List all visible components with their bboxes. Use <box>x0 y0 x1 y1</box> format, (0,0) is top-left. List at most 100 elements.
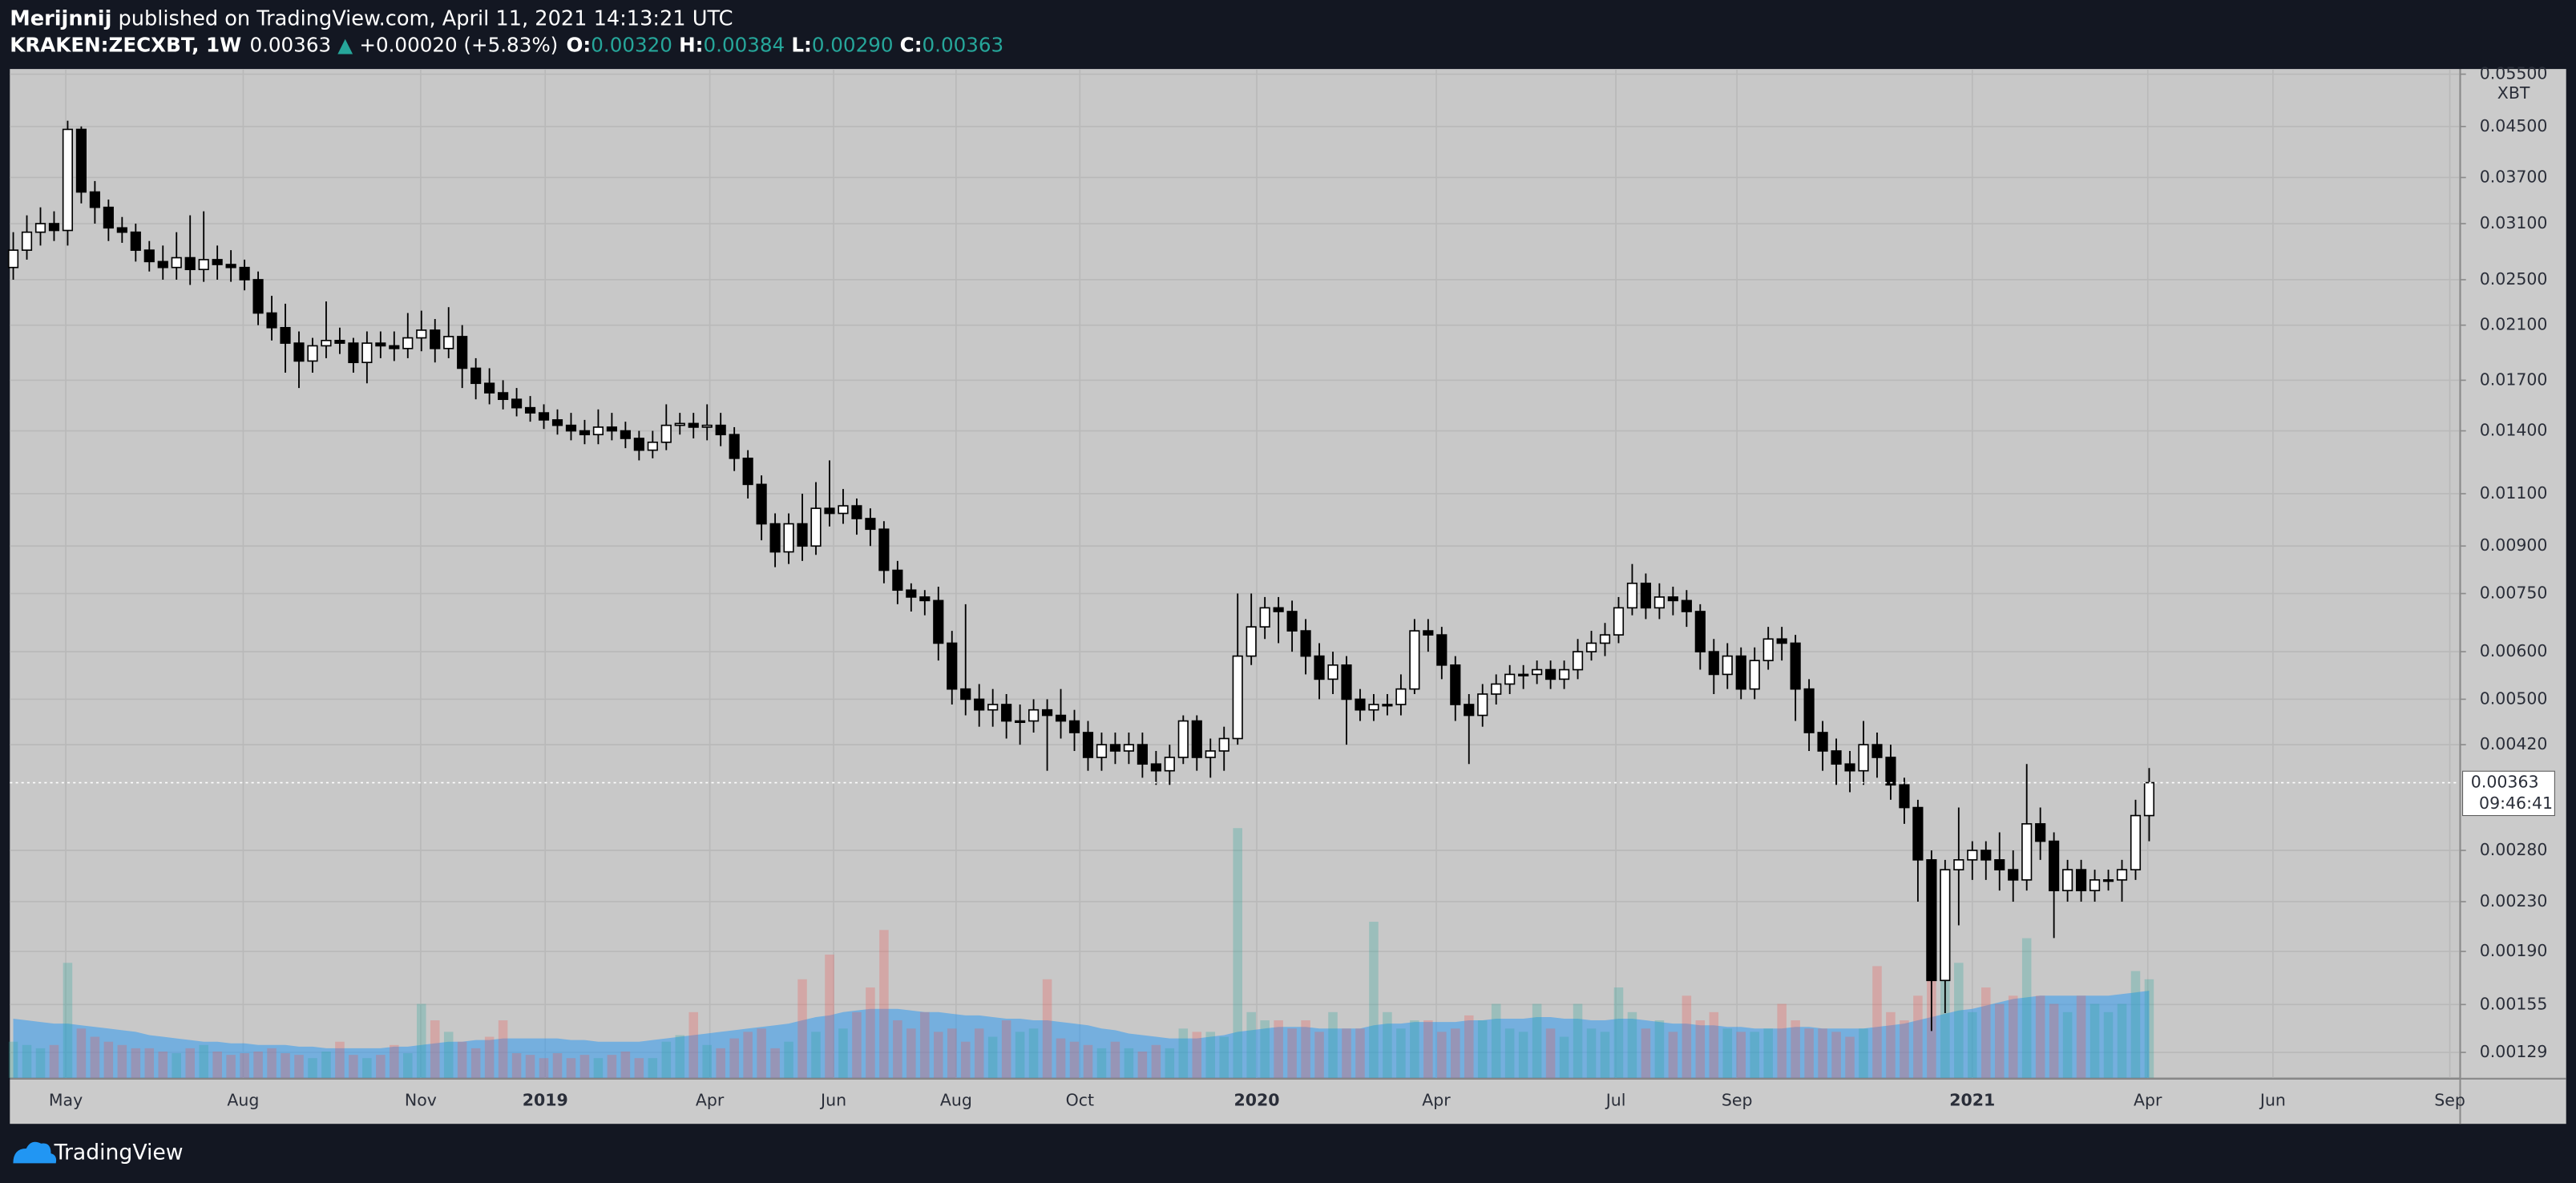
candle-body <box>1871 744 1883 758</box>
y-tick-label: 0.02100 <box>2480 315 2548 334</box>
volume-bar <box>1355 1028 1365 1078</box>
candle-body <box>1667 596 1678 602</box>
volume-bar <box>1872 966 1882 1078</box>
volume-bar <box>987 1036 998 1078</box>
volume-bar <box>1831 1032 1841 1078</box>
last-price: 0.00363 <box>249 33 331 56</box>
volume-bar <box>566 1058 576 1078</box>
volume-bar <box>729 1038 739 1078</box>
volume-bar <box>457 1041 467 1078</box>
x-tick-label: Apr <box>2134 1090 2162 1109</box>
candle-body <box>906 589 917 598</box>
volume-bar <box>1423 1020 1433 1078</box>
volume-bar <box>1437 1032 1447 1078</box>
volume-bar <box>1083 1044 1093 1078</box>
candle-body <box>212 259 223 265</box>
volume-bar <box>212 1052 222 1078</box>
y-tick-label: 0.02500 <box>2480 269 2548 289</box>
candle-body <box>1327 664 1338 680</box>
logo-icon <box>13 1141 57 1164</box>
candle-body <box>1082 732 1094 758</box>
change: +0.00020 (+5.83%) <box>359 33 558 56</box>
candle-body <box>1205 750 1216 758</box>
candle-body <box>1273 607 1284 612</box>
volume-bar <box>1804 1028 1814 1078</box>
volume-bar <box>1968 1011 1977 1078</box>
volume-bar <box>1287 1028 1297 1078</box>
candle-body <box>987 704 999 711</box>
candle-body <box>2143 781 2155 817</box>
x-tick-label: Sep <box>2434 1090 2465 1109</box>
candle-body <box>171 256 182 268</box>
candle-body <box>756 483 767 525</box>
candle-body <box>1953 859 1964 870</box>
candle-body <box>933 600 944 644</box>
candle-body <box>1980 850 1992 861</box>
volume-bar <box>757 1028 766 1078</box>
candle-body <box>1041 709 1053 717</box>
volume-bar <box>1165 1048 1175 1078</box>
candle-body <box>2075 869 2087 891</box>
y-tick-label: 0.00155 <box>2480 994 2548 1013</box>
volume-bar <box>1260 1020 1270 1078</box>
volume-bar <box>498 1020 508 1078</box>
x-tick-label: Apr <box>1422 1090 1451 1109</box>
candle-body <box>974 698 985 711</box>
volume-bar <box>2076 995 2086 1078</box>
volume-bar <box>974 1028 984 1078</box>
volume-bar <box>484 1036 495 1078</box>
volume-bar <box>158 1052 168 1078</box>
x-tick-label: Apr <box>696 1090 725 1109</box>
candle-body <box>457 336 468 369</box>
candle-body <box>1218 737 1229 752</box>
volume-bar <box>2008 995 2018 1078</box>
y-tick-label: 0.00230 <box>2480 891 2548 910</box>
candle-body <box>1613 607 1625 636</box>
o-label: O: <box>567 33 592 56</box>
candle-body <box>892 569 903 592</box>
candle-body <box>1940 869 1951 982</box>
volume-bar <box>607 1055 617 1078</box>
volume-bar <box>1763 1028 1773 1078</box>
grid <box>10 69 2460 1078</box>
x-tick-label: 2019 <box>523 1090 568 1109</box>
y-tick-label: 0.03700 <box>2480 167 2548 186</box>
volume-bar <box>797 979 807 1078</box>
candle-body <box>1926 859 1937 982</box>
candle-body <box>1068 720 1080 733</box>
candle-body <box>1232 655 1243 740</box>
volume-bar <box>335 1041 345 1078</box>
h-label: H: <box>679 33 703 56</box>
volume-bar <box>1845 1036 1855 1078</box>
volume-bar <box>1613 987 1624 1078</box>
candle-body <box>1899 784 1910 809</box>
candle-body <box>960 688 971 701</box>
candle-body <box>551 419 563 426</box>
candle-body <box>2089 879 2101 891</box>
candle-body <box>103 206 114 229</box>
candle-body <box>1368 704 1379 711</box>
volume-bar <box>1600 1032 1610 1078</box>
candle-body <box>1599 634 1611 644</box>
candle-body <box>62 128 74 232</box>
volume-bar <box>1504 1028 1515 1078</box>
volume-bar <box>1532 1003 1542 1078</box>
volume-bar <box>470 1048 481 1078</box>
y-tick-label: 0.00900 <box>2480 535 2548 555</box>
volume-bar <box>1015 1032 1025 1078</box>
brand-logo: TradingView <box>13 1141 184 1165</box>
x-tick-label: Oct <box>1066 1090 1094 1109</box>
y-tick-label: 0.00500 <box>2480 688 2548 708</box>
volume-bar <box>376 1055 386 1078</box>
candle-body <box>565 424 577 432</box>
candle-body <box>266 312 277 329</box>
candle-body <box>1858 744 1869 772</box>
candle-body <box>280 326 291 344</box>
candle-body <box>729 434 740 459</box>
volume-bar <box>1518 1032 1528 1078</box>
volume-bar <box>131 1048 141 1078</box>
candle-body <box>2116 869 2128 881</box>
candle-body <box>1532 668 1543 676</box>
volume-bar <box>144 1048 155 1078</box>
